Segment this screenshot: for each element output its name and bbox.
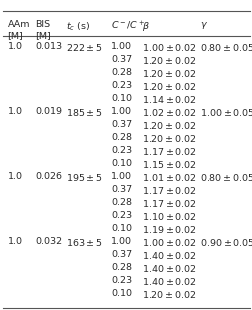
Text: $\beta$: $\beta$ [141, 20, 149, 33]
Text: $0.90 \pm 0.05$: $0.90 \pm 0.05$ [199, 237, 252, 248]
Text: $C^-/C^+$: $C^-/C^+$ [111, 20, 145, 32]
Text: 0.10: 0.10 [111, 289, 132, 298]
Text: 0.10: 0.10 [111, 224, 132, 233]
Text: [M]: [M] [8, 31, 23, 40]
Text: $1.20 \pm 0.02$: $1.20 \pm 0.02$ [141, 55, 195, 66]
Text: 0.37: 0.37 [111, 250, 132, 259]
Text: 0.37: 0.37 [111, 120, 132, 129]
Text: $t_c$ (s): $t_c$ (s) [66, 20, 90, 33]
Text: BIS: BIS [35, 20, 50, 29]
Text: $1.20 \pm 0.02$: $1.20 \pm 0.02$ [141, 68, 195, 79]
Text: 0.23: 0.23 [111, 276, 132, 285]
Text: $1.00 \pm 0.05$: $1.00 \pm 0.05$ [199, 107, 252, 118]
Text: $0.80 \pm 0.05$: $0.80 \pm 0.05$ [199, 172, 252, 183]
Text: $1.17 \pm 0.02$: $1.17 \pm 0.02$ [141, 146, 196, 157]
Text: 0.28: 0.28 [111, 68, 132, 77]
Text: $163 \pm 5$: $163 \pm 5$ [66, 237, 102, 248]
Text: $1.40 \pm 0.02$: $1.40 \pm 0.02$ [141, 276, 196, 287]
Text: 0.032: 0.032 [35, 237, 62, 246]
Text: $195 \pm 5$: $195 \pm 5$ [66, 172, 102, 183]
Text: 0.37: 0.37 [111, 185, 132, 194]
Text: 1.00: 1.00 [111, 42, 132, 51]
Text: 0.23: 0.23 [111, 146, 132, 155]
Text: 0.026: 0.026 [35, 172, 62, 181]
Text: 0.013: 0.013 [35, 42, 62, 51]
Text: $1.17 \pm 0.02$: $1.17 \pm 0.02$ [141, 185, 196, 196]
Text: $1.00 \pm 0.02$: $1.00 \pm 0.02$ [141, 42, 196, 53]
Text: 0.019: 0.019 [35, 107, 62, 116]
Text: 0.23: 0.23 [111, 81, 132, 90]
Text: 1.00: 1.00 [111, 172, 132, 181]
Text: 0.28: 0.28 [111, 198, 132, 207]
Text: $1.40 \pm 0.02$: $1.40 \pm 0.02$ [141, 263, 196, 274]
Text: $1.20 \pm 0.02$: $1.20 \pm 0.02$ [141, 120, 195, 131]
Text: 0.10: 0.10 [111, 159, 132, 168]
Text: $1.20 \pm 0.02$: $1.20 \pm 0.02$ [141, 289, 195, 300]
Text: 1.0: 1.0 [8, 42, 22, 51]
Text: [M]: [M] [35, 31, 51, 40]
Text: $1.02 \pm 0.02$: $1.02 \pm 0.02$ [141, 107, 196, 118]
Text: $1.19 \pm 0.02$: $1.19 \pm 0.02$ [141, 224, 196, 235]
Text: 1.0: 1.0 [8, 237, 22, 246]
Text: $1.15 \pm 0.02$: $1.15 \pm 0.02$ [141, 159, 196, 170]
Text: 0.10: 0.10 [111, 94, 132, 103]
Text: $1.10 \pm 0.02$: $1.10 \pm 0.02$ [141, 211, 196, 222]
Text: $1.20 \pm 0.02$: $1.20 \pm 0.02$ [141, 81, 195, 92]
Text: 0.37: 0.37 [111, 55, 132, 64]
Text: 0.23: 0.23 [111, 211, 132, 220]
Text: 1.00: 1.00 [111, 107, 132, 116]
Text: 1.00: 1.00 [111, 237, 132, 246]
Text: 0.28: 0.28 [111, 133, 132, 142]
Text: 1.0: 1.0 [8, 172, 22, 181]
Text: $1.40 \pm 0.02$: $1.40 \pm 0.02$ [141, 250, 196, 261]
Text: $222 \pm 5$: $222 \pm 5$ [66, 42, 102, 53]
Text: 1.0: 1.0 [8, 107, 22, 116]
Text: $0.80 \pm 0.05$: $0.80 \pm 0.05$ [199, 42, 252, 53]
Text: $185 \pm 5$: $185 \pm 5$ [66, 107, 102, 118]
Text: $1.14 \pm 0.02$: $1.14 \pm 0.02$ [141, 94, 196, 105]
Text: $1.17 \pm 0.02$: $1.17 \pm 0.02$ [141, 198, 196, 209]
Text: $1.20 \pm 0.02$: $1.20 \pm 0.02$ [141, 133, 195, 144]
Text: AAm: AAm [8, 20, 30, 29]
Text: 0.28: 0.28 [111, 263, 132, 272]
Text: $1.01 \pm 0.02$: $1.01 \pm 0.02$ [141, 172, 196, 183]
Text: $\gamma$: $\gamma$ [199, 20, 207, 31]
Text: $1.00 \pm 0.02$: $1.00 \pm 0.02$ [141, 237, 196, 248]
